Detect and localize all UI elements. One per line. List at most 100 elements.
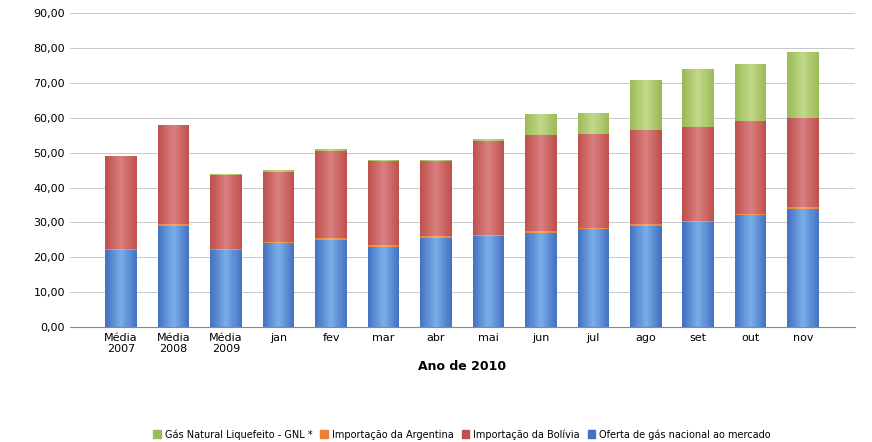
Bar — [342, 151, 343, 238]
Bar — [436, 236, 437, 238]
Bar — [230, 174, 231, 175]
Bar — [546, 114, 547, 135]
Bar — [378, 247, 379, 327]
Bar — [272, 244, 273, 327]
Bar — [500, 141, 501, 235]
Bar — [386, 247, 388, 327]
Bar — [693, 222, 694, 327]
Bar — [606, 228, 607, 229]
Bar — [654, 224, 655, 226]
Bar — [118, 248, 119, 250]
Bar — [684, 222, 685, 327]
Bar — [533, 231, 534, 233]
Bar — [316, 151, 317, 238]
Bar — [171, 125, 172, 224]
Bar — [711, 69, 712, 126]
Bar — [276, 170, 277, 172]
Bar — [176, 224, 177, 226]
Bar — [813, 52, 814, 118]
Bar — [433, 238, 434, 327]
Bar — [292, 170, 293, 172]
Bar — [109, 156, 110, 248]
Bar — [384, 245, 385, 247]
Bar — [107, 250, 109, 327]
Bar — [184, 226, 185, 327]
Bar — [342, 240, 343, 327]
Bar — [589, 113, 590, 133]
Bar — [371, 160, 372, 161]
Bar — [372, 161, 373, 245]
Bar — [133, 156, 135, 248]
Bar — [654, 130, 655, 224]
Bar — [582, 229, 584, 327]
Bar — [266, 242, 267, 244]
Bar — [213, 250, 214, 327]
Bar — [805, 52, 807, 118]
Bar — [592, 229, 593, 327]
Bar — [605, 133, 606, 228]
Bar — [485, 141, 487, 235]
Bar — [289, 172, 290, 242]
Bar — [552, 233, 554, 327]
Bar — [814, 207, 815, 209]
Bar — [182, 125, 183, 224]
Bar — [220, 175, 221, 248]
Bar — [791, 207, 792, 209]
Bar — [694, 126, 695, 221]
Bar — [477, 235, 478, 236]
Bar — [477, 139, 478, 141]
Bar — [713, 69, 714, 126]
Bar — [450, 236, 451, 238]
Bar — [740, 64, 741, 122]
Bar — [330, 151, 331, 238]
Bar — [526, 135, 528, 231]
Bar — [658, 224, 659, 226]
Bar — [685, 221, 686, 222]
Bar — [343, 151, 344, 238]
Bar — [600, 228, 601, 229]
Bar — [227, 250, 228, 327]
Bar — [737, 122, 738, 214]
Bar — [479, 236, 480, 327]
Bar — [750, 64, 751, 122]
Bar — [528, 114, 529, 135]
Bar — [379, 245, 380, 247]
Bar — [135, 248, 136, 250]
Bar — [266, 244, 267, 327]
Bar — [426, 238, 427, 327]
Bar — [448, 236, 450, 238]
Bar — [750, 216, 751, 327]
Bar — [278, 242, 280, 244]
Bar — [329, 149, 330, 151]
Bar — [326, 240, 327, 327]
Bar — [606, 229, 607, 327]
Bar — [577, 228, 579, 229]
Bar — [549, 135, 550, 231]
Bar — [269, 172, 270, 242]
Bar — [368, 160, 369, 161]
Bar — [230, 250, 231, 327]
Bar — [224, 248, 225, 250]
Bar — [162, 125, 163, 224]
Bar — [339, 238, 340, 240]
Bar — [396, 161, 397, 245]
Bar — [814, 118, 815, 207]
Bar — [448, 161, 450, 236]
Bar — [327, 151, 328, 238]
Bar — [123, 250, 125, 327]
Bar — [644, 130, 646, 224]
Bar — [742, 64, 743, 122]
Bar — [161, 226, 162, 327]
Bar — [437, 236, 438, 238]
Bar — [394, 247, 395, 327]
Bar — [385, 245, 386, 247]
Bar — [163, 125, 164, 224]
Bar — [226, 175, 227, 248]
Bar — [481, 236, 482, 327]
Bar — [395, 161, 396, 245]
Bar — [329, 151, 330, 238]
Bar — [500, 235, 501, 236]
Bar — [432, 161, 433, 236]
Bar — [494, 236, 496, 327]
Bar — [696, 126, 698, 221]
